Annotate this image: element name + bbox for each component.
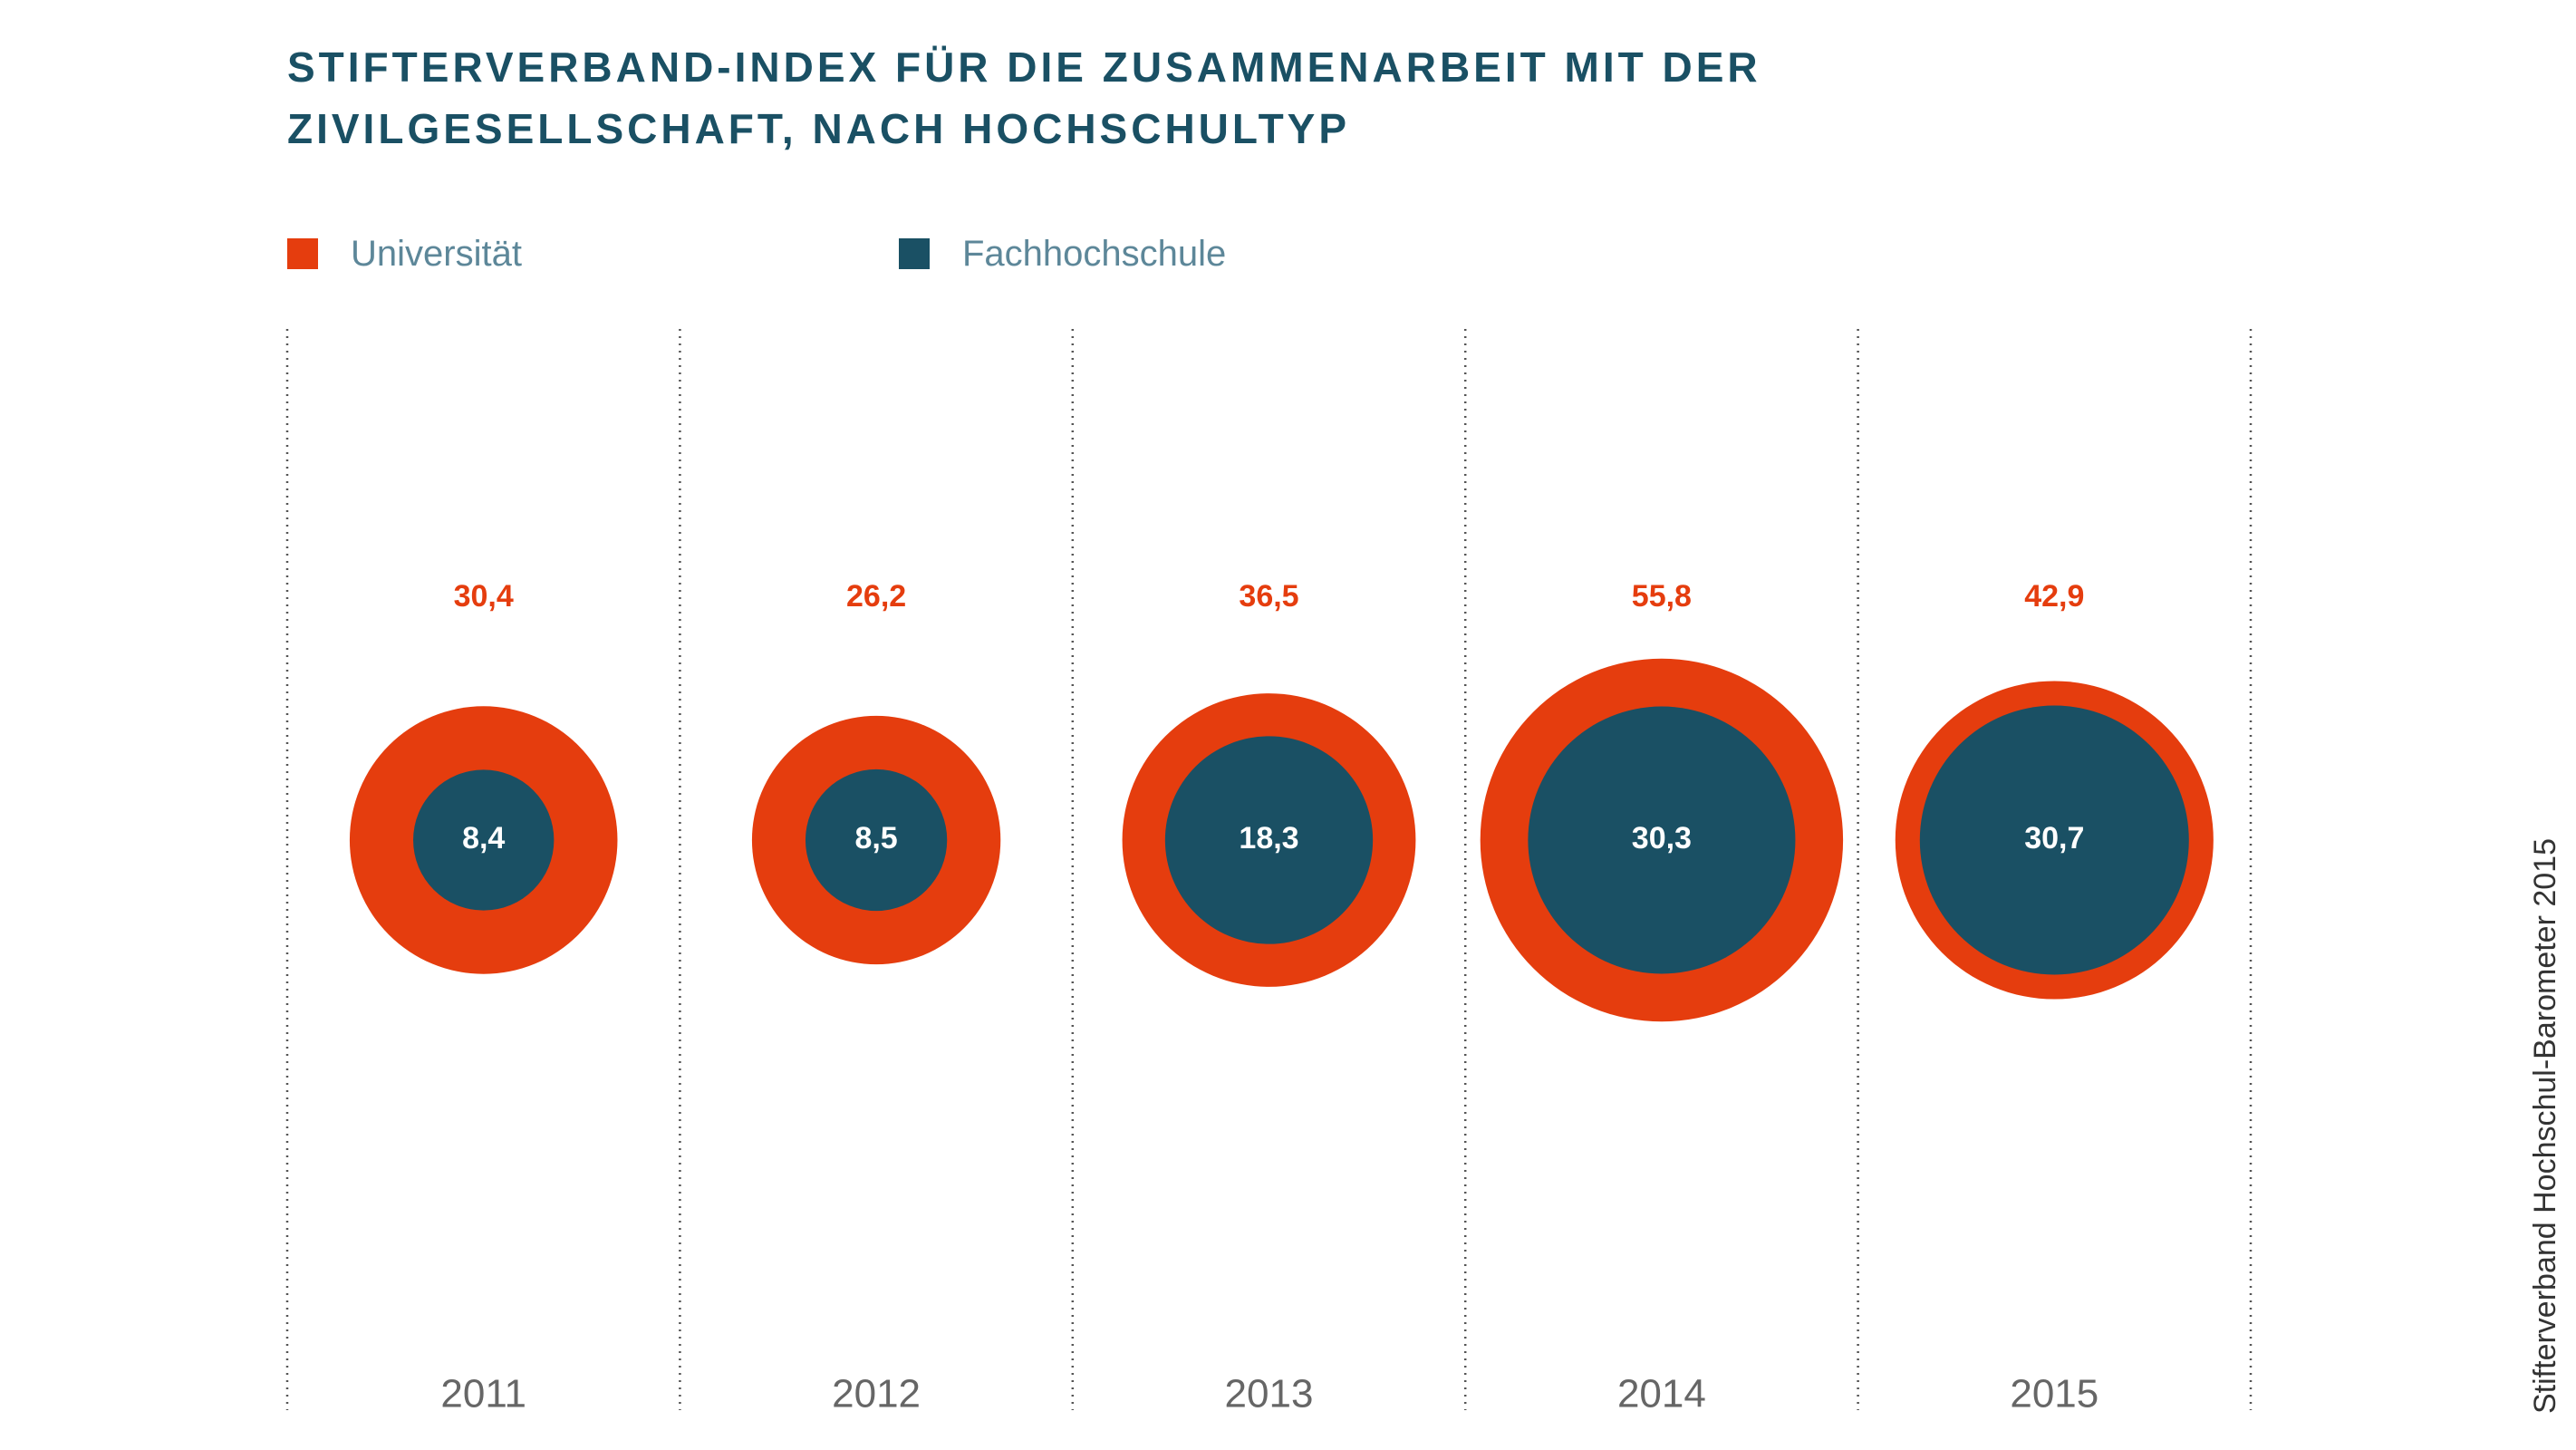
bubble-fachhochschule-2013 bbox=[1164, 736, 1374, 944]
value-label-universitaet-2015: 42,9 bbox=[2024, 579, 2084, 614]
year-label-2014: 2014 bbox=[1617, 1372, 1706, 1416]
bubble-fachhochschule-2012 bbox=[805, 768, 948, 912]
source-note: Stifterverband Hochschul-Barometer 2015 bbox=[2528, 838, 2562, 1414]
year-label-2015: 2015 bbox=[2010, 1372, 2098, 1416]
chart-title-line-1: STIFTERVERBAND-INDEX FÜR DIE ZUSAMMENARB… bbox=[287, 44, 1761, 91]
value-label-fachhochschule-2012: 8,5 bbox=[854, 821, 897, 856]
value-label-fachhochschule-2013: 18,3 bbox=[1239, 821, 1298, 856]
value-label-fachhochschule-2015: 30,7 bbox=[2024, 821, 2084, 856]
year-label-2013: 2013 bbox=[1225, 1372, 1314, 1416]
legend-item-universitaet: Universität bbox=[287, 234, 522, 274]
legend-item-fachhochschule: Fachhochschule bbox=[899, 234, 1227, 274]
year-label-2012: 2012 bbox=[832, 1372, 921, 1416]
bubble-fachhochschule-2015 bbox=[1919, 705, 2189, 975]
legend-label-universitaet: Universität bbox=[351, 234, 522, 274]
chart-title: STIFTERVERBAND-INDEX FÜR DIE ZUSAMMENARB… bbox=[287, 36, 1761, 160]
chart-title-line-2: ZIVILGESELLSCHAFT, NACH HOCHSCHULTYP bbox=[287, 105, 1351, 152]
bubble-fachhochschule-2011 bbox=[413, 769, 555, 911]
year-label-2011: 2011 bbox=[440, 1372, 526, 1416]
value-label-universitaet-2012: 26,2 bbox=[846, 579, 906, 614]
value-label-universitaet-2014: 55,8 bbox=[1632, 579, 1692, 614]
value-label-universitaet-2011: 30,4 bbox=[454, 579, 514, 614]
legend-label-fachhochschule: Fachhochschule bbox=[962, 234, 1227, 274]
legend-swatch-universitaet bbox=[287, 238, 318, 269]
value-label-universitaet-2013: 36,5 bbox=[1239, 579, 1298, 614]
legend-swatch-fachhochschule bbox=[899, 238, 930, 269]
bubble-fachhochschule-2014 bbox=[1528, 706, 1796, 974]
value-label-fachhochschule-2014: 30,3 bbox=[1632, 821, 1692, 856]
value-label-fachhochschule-2011: 8,4 bbox=[462, 821, 505, 856]
